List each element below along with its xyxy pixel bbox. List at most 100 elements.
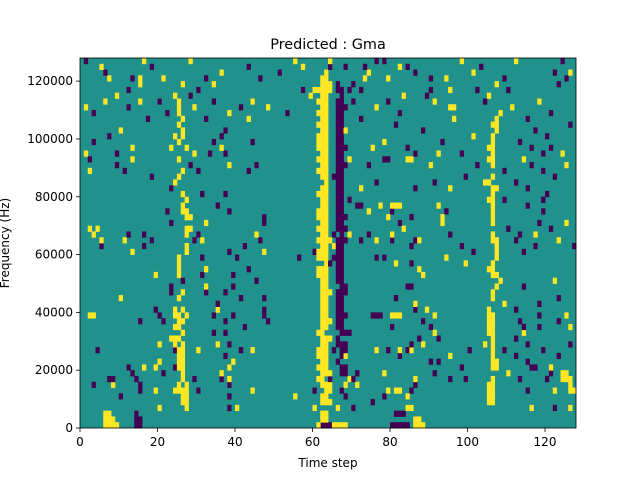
heatmap-cell [339,196,344,203]
heatmap-cell [328,370,333,377]
heatmap-cell [382,138,387,146]
heatmap-cell [351,81,356,88]
heatmap-cell [250,387,255,394]
heatmap-cell [324,254,329,261]
heatmap-cell [339,115,344,122]
heatmap-cell [335,260,341,267]
heatmap-cell [405,347,410,354]
heatmap-cell [324,289,329,296]
heatmap-cell [176,260,182,267]
heatmap-cell [335,98,341,105]
heatmap-cell [490,329,496,336]
heatmap-cell [506,225,511,232]
heatmap-cell [320,393,325,400]
heatmap-cell [494,254,499,261]
heatmap-cell [316,225,321,232]
heatmap-cell [339,364,344,371]
heatmap-cell [335,271,341,279]
heatmap-cell [552,277,558,284]
heatmap-cell [335,248,341,255]
heatmap-cell [444,75,449,82]
heatmap-cell [180,370,186,377]
heatmap-cell [506,370,511,377]
heatmap-cell [560,375,565,383]
heatmap-cell [99,63,104,70]
heatmap-cell [413,306,418,313]
heatmap-cell [231,271,236,279]
heatmap-cell [91,110,96,117]
heatmap-cell [316,271,321,279]
heatmap-cell [223,150,228,157]
heatmap-cell [335,81,341,88]
heatmap-cell [560,58,565,65]
heatmap-cell [343,162,348,169]
heatmap-cell [502,196,507,203]
heatmap-cell [95,225,100,232]
heatmap-cell [200,271,205,279]
heatmap-cell [324,237,329,244]
y-tick-label: 20000 [35,363,73,377]
heatmap-cell [397,63,403,70]
heatmap-cell [223,318,228,325]
heatmap-cell [409,214,414,221]
heatmap-cell [428,323,434,331]
heatmap-cell [250,98,255,105]
heatmap-cell [184,381,189,388]
heatmap-cell [362,63,368,70]
heatmap-cell [502,75,507,82]
heatmap-cell [134,422,139,429]
heatmap-cell [169,144,174,151]
heatmap-cell [297,254,302,261]
heatmap-cell [440,219,445,227]
heatmap-cell [486,144,492,151]
heatmap-cell [486,312,492,319]
heatmap-cell [339,214,344,221]
heatmap-cell [343,104,348,111]
heatmap-cell [393,260,399,267]
heatmap-cell [328,86,333,94]
heatmap-cell [176,110,182,117]
heatmap-cell [138,98,143,105]
heatmap-cell [316,214,321,221]
heatmap-cell [219,370,224,377]
heatmap-cell [417,422,422,429]
heatmap-cell [184,225,189,232]
heatmap-cell [320,92,325,99]
heatmap-cell [180,318,186,325]
heatmap-cell [533,364,538,371]
heatmap-cell [328,399,333,406]
heatmap-cell [335,237,341,244]
heatmap-cell [312,387,317,394]
heatmap-cell [552,404,558,412]
heatmap-cell [440,138,445,146]
heatmap-cell [324,295,329,302]
heatmap-cell [537,323,542,331]
heatmap-cell [494,358,499,365]
heatmap-cell [502,167,507,175]
heatmap-cell [176,352,182,360]
heatmap-cell [331,231,337,238]
heatmap-cell [335,121,341,128]
heatmap-cell [320,156,325,163]
heatmap-cell [490,364,496,371]
heatmap-cell [382,156,387,163]
heatmap-cell [180,375,186,383]
heatmap-cell [413,185,418,192]
heatmap-cell [180,393,186,400]
heatmap-cell [525,185,530,192]
heatmap-cell [262,219,267,227]
heatmap-cell [421,271,426,279]
heatmap-cell [498,277,503,284]
heatmap-cell [169,219,174,227]
heatmap-cell [324,323,329,331]
heatmap-cell [320,271,325,279]
heatmap-cell [320,329,325,336]
heatmap-cell [122,167,127,175]
heatmap-cell [471,133,476,140]
heatmap-cell [320,196,325,203]
heatmap-cell [378,312,383,319]
heatmap-cell [339,387,344,394]
heatmap-cell [227,208,232,215]
heatmap-cell [324,202,329,209]
